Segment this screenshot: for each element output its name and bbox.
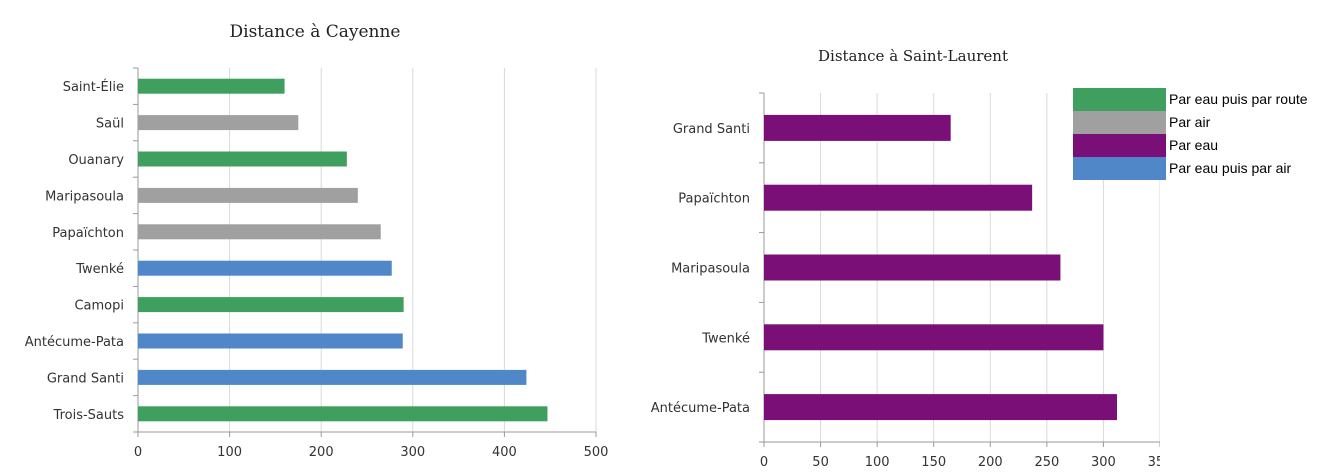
legend-label: Par eau puis par route bbox=[1169, 91, 1308, 107]
bar bbox=[138, 369, 527, 385]
x-tick-label: 300 bbox=[1091, 455, 1116, 470]
category-label: Maripasoula bbox=[671, 262, 750, 277]
x-tick-label: 200 bbox=[309, 445, 334, 460]
category-label: Saül bbox=[96, 117, 124, 132]
bar bbox=[138, 115, 299, 131]
legend-item: Par eau puis par air bbox=[1073, 157, 1321, 180]
bar bbox=[138, 78, 285, 94]
bar bbox=[138, 151, 347, 167]
cayenne-chart: Distance à Cayenne 0 100 200 300 400 500 Saint… bbox=[25, 22, 609, 460]
bar bbox=[138, 333, 403, 349]
category-label: Grand Santi bbox=[47, 371, 124, 386]
bar bbox=[764, 184, 1033, 211]
x-tick-label: 100 bbox=[217, 445, 242, 460]
category-label: Twenké bbox=[75, 262, 124, 277]
x-tick-label: 250 bbox=[1034, 455, 1059, 470]
legend-item: Par eau bbox=[1073, 134, 1321, 157]
category-label: Twenké bbox=[701, 331, 750, 346]
x-tick-label: 50 bbox=[812, 455, 829, 470]
cayenne-chart-title: Distance à Cayenne bbox=[230, 22, 401, 42]
category-label: Papaïchton bbox=[678, 192, 750, 207]
legend-swatch bbox=[1073, 157, 1166, 180]
category-label: Saint-Élie bbox=[63, 79, 124, 95]
x-tick-label: 350 bbox=[1148, 455, 1160, 470]
category-label: Antécume-Pata bbox=[651, 401, 750, 416]
x-tick-label: 500 bbox=[584, 445, 609, 460]
x-tick-label: 0 bbox=[134, 445, 142, 460]
category-label: Maripasoula bbox=[45, 189, 124, 204]
bar bbox=[764, 114, 951, 141]
category-label: Papaïchton bbox=[52, 226, 124, 241]
legend-item: Par eau puis par route bbox=[1073, 88, 1321, 111]
legend-swatch bbox=[1073, 134, 1166, 157]
category-label: Antécume-Pata bbox=[25, 335, 124, 350]
saint-laurent-chart-title: Distance à Saint-Laurent bbox=[818, 47, 1008, 65]
category-label: Trois-Sauts bbox=[53, 408, 125, 423]
x-tick-label: 300 bbox=[400, 445, 425, 460]
bar bbox=[764, 394, 1118, 421]
x-tick-label: 150 bbox=[921, 455, 946, 470]
legend-item: Par air bbox=[1073, 111, 1321, 134]
x-tick-label: 400 bbox=[492, 445, 517, 460]
legend-label: Par eau bbox=[1169, 137, 1219, 153]
legend-swatch bbox=[1073, 111, 1166, 134]
x-tick-label: 200 bbox=[978, 455, 1003, 470]
category-label: Ouanary bbox=[68, 153, 124, 168]
x-tick-label: 0 bbox=[760, 455, 768, 470]
bar bbox=[764, 324, 1104, 351]
bar bbox=[138, 260, 392, 276]
legend-swatch bbox=[1073, 88, 1166, 111]
bar bbox=[138, 297, 404, 313]
category-label: Camopi bbox=[74, 299, 124, 314]
category-label: Grand Santi bbox=[673, 122, 750, 137]
legend-label: Par eau puis par air bbox=[1169, 160, 1292, 176]
bar bbox=[138, 187, 358, 203]
saint-laurent-chart: Distance à Saint-Laurent 0 50 100 150 200 250… bbox=[651, 47, 1160, 470]
legend: Par eau puis par route Par air Par eau Par … bbox=[1073, 88, 1321, 180]
bar bbox=[764, 254, 1061, 281]
legend-label: Par air bbox=[1169, 114, 1211, 130]
x-tick-label: 100 bbox=[865, 455, 890, 470]
bar bbox=[138, 406, 548, 422]
bar bbox=[138, 224, 381, 240]
